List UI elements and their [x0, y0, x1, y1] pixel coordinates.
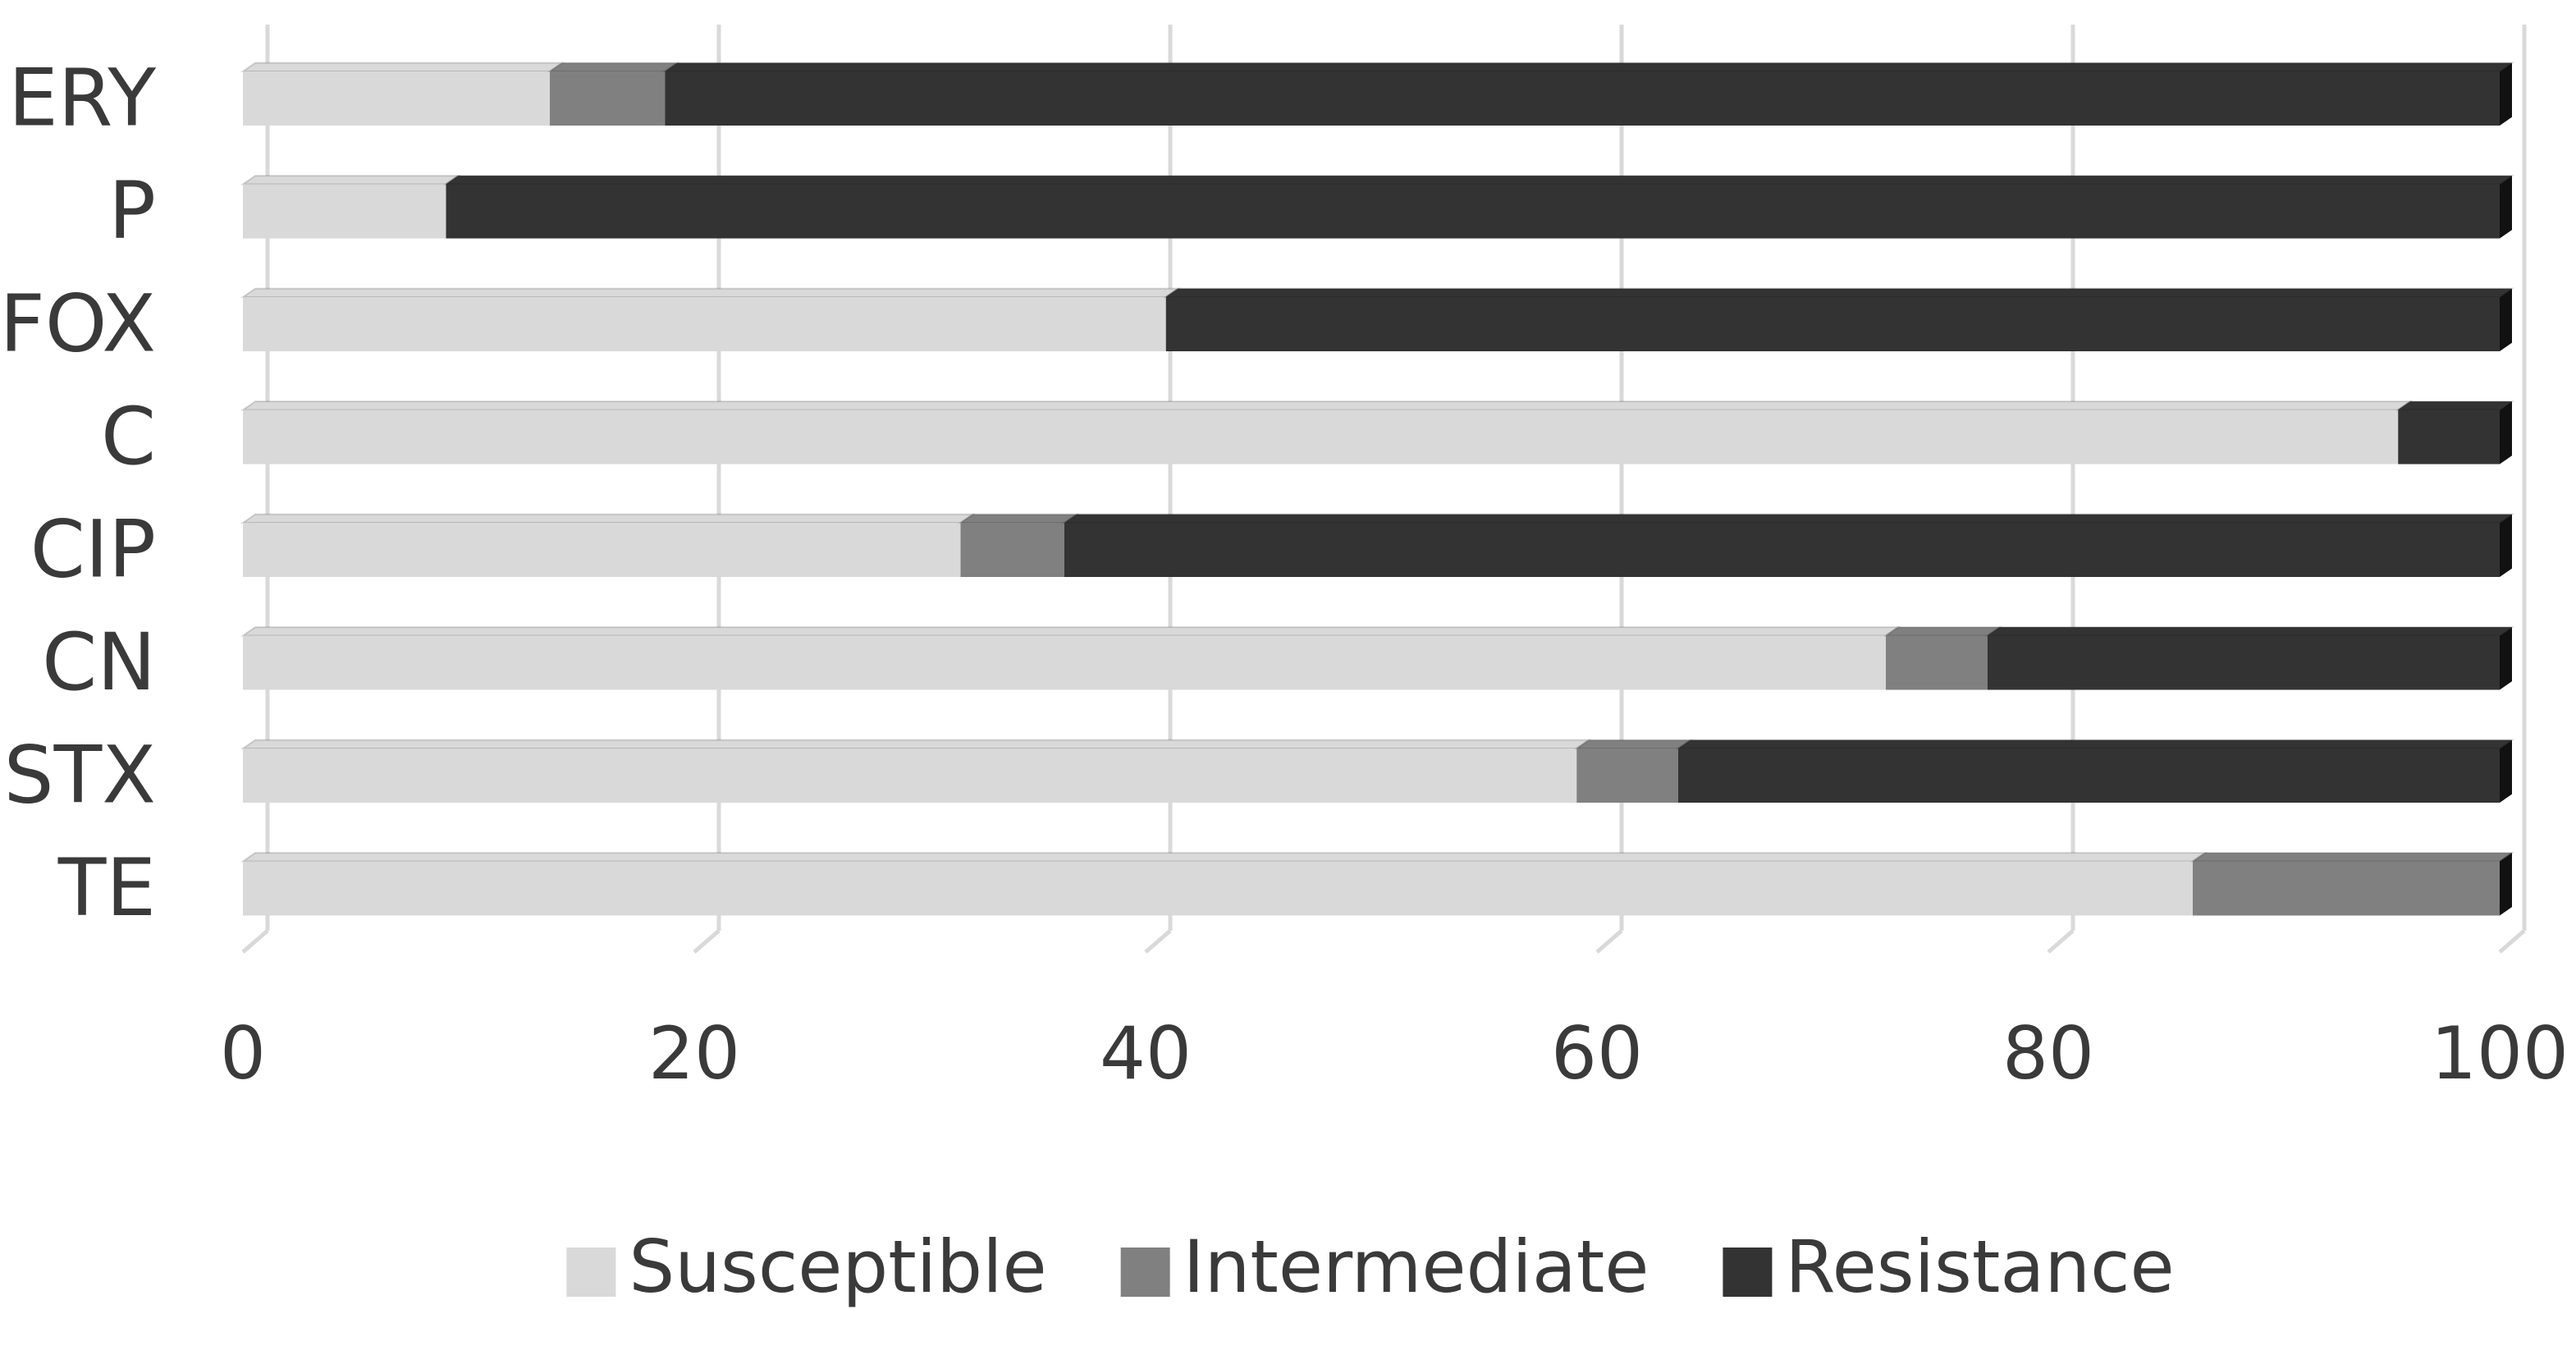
bar-top — [240, 287, 1181, 298]
bar-top — [1163, 287, 2515, 298]
bar-top — [240, 175, 461, 185]
y-tick-label: TE — [57, 842, 156, 934]
bar — [243, 410, 2399, 465]
bar — [243, 184, 446, 239]
bar-side — [2500, 176, 2512, 239]
bar — [1886, 635, 1988, 690]
legend-swatch — [1723, 1248, 1773, 1297]
bar-top — [2395, 401, 2515, 411]
bar — [2398, 410, 2500, 465]
bar-side — [2500, 401, 2512, 465]
legend-label: Intermediate — [1183, 1225, 1649, 1309]
bar — [665, 71, 2500, 126]
grid-floor — [1144, 929, 1172, 954]
bar — [243, 297, 1166, 351]
bar — [243, 71, 550, 126]
bar-top — [662, 62, 2515, 72]
x-tick-label: 80 — [2002, 1011, 2094, 1096]
bar-top — [1675, 739, 2515, 749]
bar-top — [240, 852, 2208, 863]
legend-swatch — [1120, 1248, 1170, 1297]
bar — [243, 749, 1577, 803]
bar-top — [240, 513, 976, 524]
bar-side — [2500, 853, 2512, 916]
bar-top — [443, 175, 2515, 185]
bar-side — [2500, 62, 2512, 126]
grid-floor — [1595, 929, 1623, 954]
bar — [1987, 635, 2500, 690]
bar-top — [240, 739, 1592, 749]
legend-label: Resistance — [1785, 1225, 2174, 1309]
bar-side — [2500, 288, 2512, 351]
bar — [1576, 749, 1678, 803]
y-tick-label: FOX — [0, 277, 156, 369]
grid-floor — [241, 929, 269, 954]
y-tick-label: CN — [42, 616, 156, 708]
y-tick-label: C — [101, 391, 156, 483]
bar-top — [1984, 626, 2515, 637]
bar — [550, 71, 666, 126]
x-tick-label: 40 — [1100, 1011, 1192, 1096]
bar — [1678, 749, 2500, 803]
bar-top — [1061, 513, 2515, 524]
bar — [446, 184, 2500, 239]
bar-top — [2189, 852, 2515, 863]
bar-top — [547, 62, 680, 72]
bar-side — [2500, 514, 2512, 577]
legend-swatch — [566, 1248, 616, 1297]
y-tick-label: ERY — [8, 52, 156, 144]
bar-top — [1883, 626, 2002, 637]
bar — [1064, 523, 2500, 577]
y-tick-label: STX — [4, 729, 156, 821]
bar — [243, 523, 961, 577]
y-tick-label: P — [108, 165, 156, 257]
bar-top — [240, 62, 565, 72]
x-tick-label: 60 — [1551, 1011, 1643, 1096]
bar — [1165, 297, 2500, 351]
grid-floor — [2498, 929, 2526, 954]
bar-top — [240, 626, 1901, 637]
grid-floor — [2047, 929, 2075, 954]
bar-top — [958, 513, 1080, 524]
grid-floor — [693, 929, 721, 954]
bar-side — [2500, 739, 2512, 803]
bar — [243, 635, 1886, 690]
bar — [243, 861, 2193, 916]
x-tick-label: 20 — [648, 1011, 740, 1096]
bar-top — [1574, 739, 1694, 749]
bar-top — [240, 401, 2414, 411]
bar — [2193, 861, 2500, 916]
legend-label: Susceptible — [629, 1225, 1046, 1309]
x-tick-label: 100 — [2431, 1011, 2569, 1096]
bar-side — [2500, 627, 2512, 690]
y-tick-label: CIP — [30, 503, 156, 595]
x-tick-label: 0 — [220, 1011, 266, 1096]
bar — [960, 523, 1064, 577]
